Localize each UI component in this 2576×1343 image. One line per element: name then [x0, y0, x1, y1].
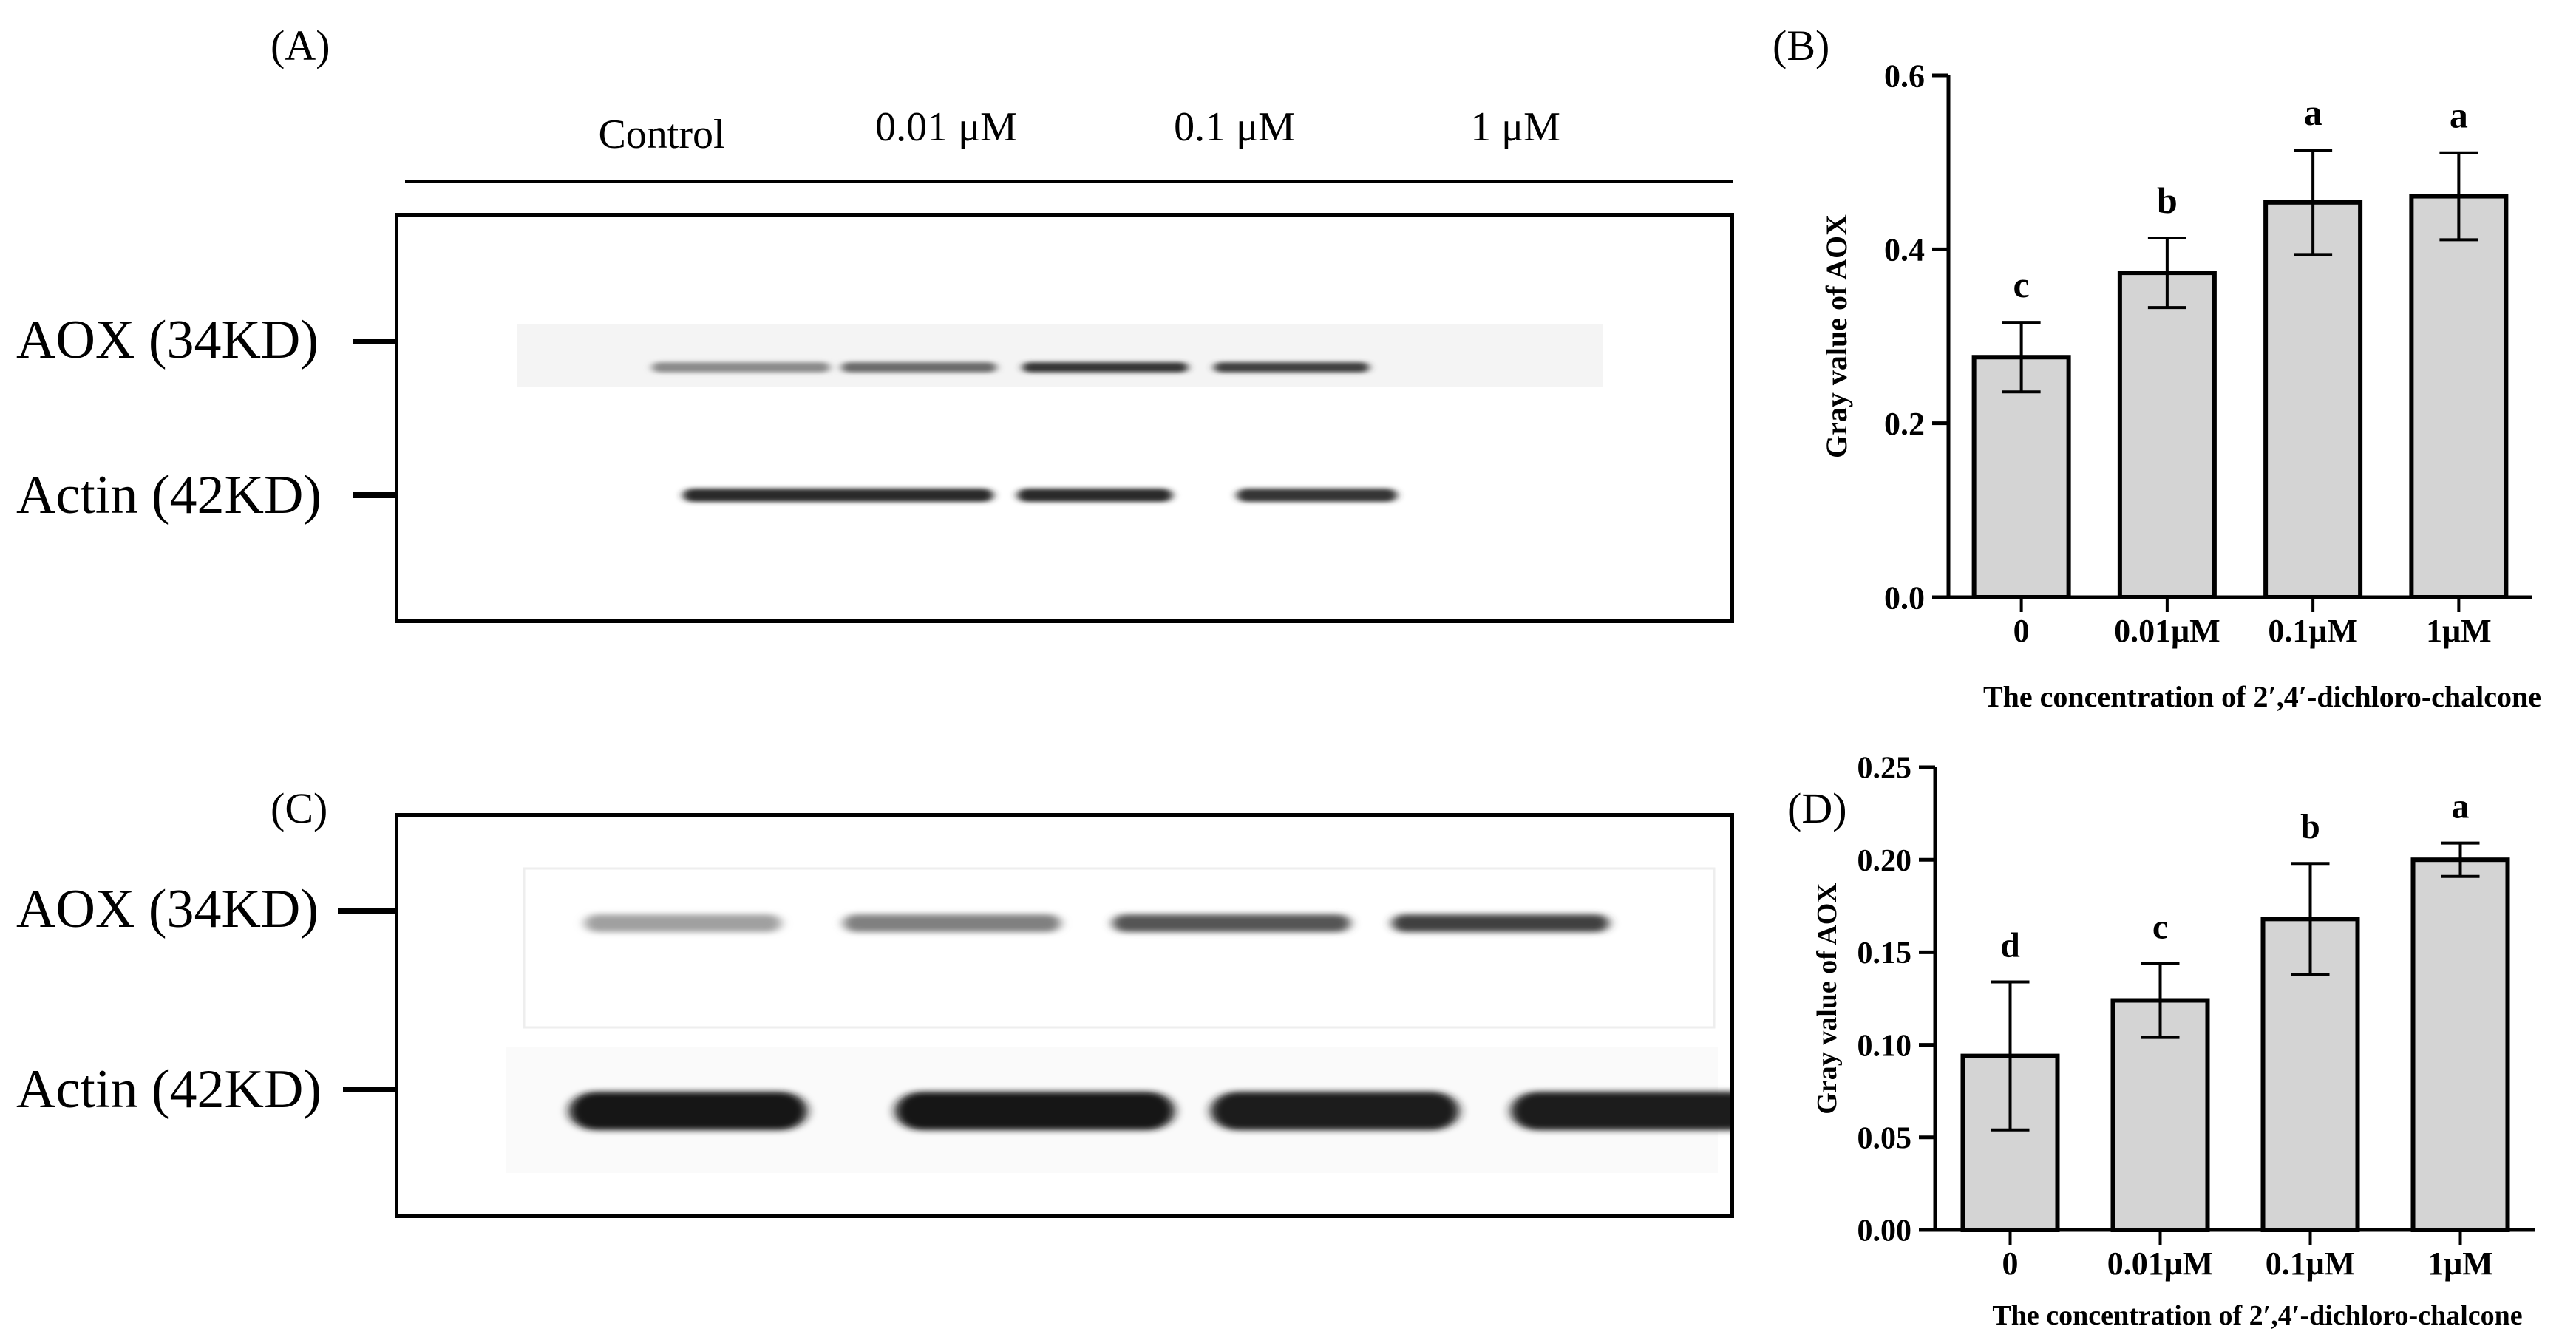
y-tick-label: 0.00: [1858, 1214, 1912, 1248]
blot-a-actin-marker: [353, 492, 397, 498]
bar: [2263, 200, 2363, 599]
y-tick-label: 0.4: [1884, 232, 1925, 268]
blot-c-actin-row: [569, 1092, 1730, 1130]
bar: [2410, 857, 2510, 1232]
blot-c-aox-band-1: [585, 914, 781, 932]
blot-c-actin-marker: [343, 1087, 397, 1092]
blot-c-aox-band-3: [1112, 914, 1350, 932]
western-blot-a: [395, 213, 1734, 623]
lane-header-rule: [405, 180, 1733, 183]
significance-label: b: [2300, 807, 2320, 846]
y-tick-label: 0.6: [1884, 58, 1925, 94]
blot-a-actin-row: [683, 489, 1397, 502]
lane-label-1: 1 μM: [1470, 104, 1560, 150]
x-tick-label: 0: [2013, 613, 2030, 649]
western-blot-a-bands: [517, 324, 1603, 502]
panel-label-c: (C): [271, 784, 328, 832]
significance-label: b: [2157, 180, 2178, 221]
blot-a-aox-background: [517, 324, 1603, 387]
blot-a-aox-band-1: [652, 362, 830, 373]
blot-c-actin-label: Actin (42KD): [16, 1059, 322, 1120]
lane-label-control: Control: [598, 112, 725, 157]
blot-a-actin-band-4: [1237, 489, 1397, 502]
blot-a-actin-band-3: [1017, 489, 1173, 502]
y-tick-label: 0.10: [1858, 1029, 1912, 1063]
lane-label-0-1: 0.1 μM: [1174, 104, 1295, 150]
significance-label: a: [2450, 95, 2468, 136]
significance-label: a: [2452, 787, 2470, 826]
x-tick-label: 1μM: [2426, 613, 2491, 649]
panel-label-b: (B): [1773, 21, 1830, 69]
y-tick-label: 0.25: [1858, 752, 1912, 786]
bar-chart-b: 0.0 0.2 0.4 0.6 0 c 0.01μM b 0.1μM a 1μM a Gray valu…: [1820, 58, 2541, 713]
y-tick-label: 0.05: [1858, 1122, 1912, 1156]
x-tick-label: 0: [2002, 1245, 2019, 1282]
blot-a-aox-label: AOX (34KD): [16, 310, 319, 370]
significance-label: d: [2000, 925, 2020, 965]
y-axis-label: Gray value of AOX: [1812, 883, 1843, 1114]
blot-c-aox-marker: [338, 908, 397, 914]
bar-chart-d: 0.00 0.05 0.10 0.15 0.20 0.25 0 d 0.01μM c 0.1μM b 1…: [1812, 752, 2535, 1331]
x-axis-label: The concentration of 2′,4′-dichloro-chal…: [1992, 1300, 2522, 1331]
blot-c-actin-band-2: [895, 1092, 1175, 1130]
x-tick-label: 0.01μM: [2114, 613, 2220, 649]
blot-c-aox-frame: [523, 867, 1716, 1029]
x-tick-label: 0.1μM: [2268, 613, 2357, 649]
blot-a-aox-band-3: [1022, 362, 1189, 373]
blot-a-aox-row: [652, 362, 1370, 373]
blot-c-actin-band-4: [1511, 1092, 1730, 1130]
blot-a-aox-band-2: [841, 362, 997, 373]
blot-c-aox-band-2: [843, 914, 1061, 932]
blot-a-actin-band-1: [683, 489, 869, 502]
bar: [2117, 271, 2217, 599]
blot-a-actin-label: Actin (42KD): [16, 465, 322, 526]
western-blot-c: [395, 813, 1734, 1218]
x-axis-label: The concentration of 2′,4′-dichloro-chal…: [1983, 680, 2541, 713]
bar: [2409, 194, 2509, 600]
y-tick-label: 0.0: [1884, 579, 1925, 616]
y-tick-label: 0.2: [1884, 406, 1925, 442]
significance-label: a: [2304, 92, 2322, 133]
x-tick-label: 0.01μM: [2107, 1245, 2213, 1282]
blot-a-aox-band-4: [1214, 362, 1370, 373]
blot-c-aox-band-4: [1392, 914, 1609, 932]
blot-c-actin-band-3: [1211, 1092, 1459, 1130]
blot-a-actin-band-2: [833, 489, 993, 502]
blot-c-aox-label: AOX (34KD): [16, 879, 319, 939]
blot-c-actin-band-1: [569, 1092, 807, 1130]
x-tick-label: 0.1μM: [2266, 1245, 2355, 1282]
blot-c-aox-row: [585, 914, 1609, 932]
y-tick-label: 0.15: [1858, 936, 1912, 970]
x-tick-label: 1μM: [2427, 1245, 2492, 1282]
significance-label: c: [2013, 264, 2030, 305]
western-blot-c-bands: [506, 867, 1730, 1173]
panel-label-d: (D): [1787, 784, 1847, 832]
lane-label-0-01: 0.01 μM: [875, 104, 1017, 150]
significance-label: c: [2152, 907, 2168, 946]
bar: [1971, 355, 2071, 599]
blot-a-aox-marker: [353, 339, 397, 344]
y-axis-label: Gray value of AOX: [1820, 214, 1853, 458]
y-tick-label: 0.20: [1858, 844, 1912, 878]
panel-label-a: (A): [271, 21, 330, 69]
